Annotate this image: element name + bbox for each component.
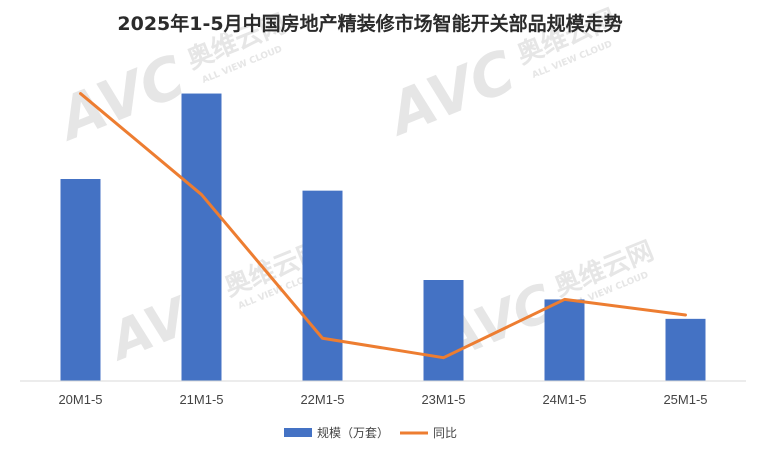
x-tick-label: 20M1-5 xyxy=(58,392,102,407)
bar-24M1-5 xyxy=(544,299,585,381)
bar-23M1-5 xyxy=(423,280,464,381)
bar-22M1-5 xyxy=(302,190,343,381)
legend-label-line: 同比 xyxy=(433,426,457,440)
line-series-path xyxy=(79,92,687,360)
x-tick-label: 24M1-5 xyxy=(542,392,586,407)
bar-series xyxy=(60,93,706,382)
line-series xyxy=(79,92,687,360)
bar-20M1-5 xyxy=(60,179,101,381)
x-tick-label: 22M1-5 xyxy=(300,392,344,407)
watermark-logo-text: AVC xyxy=(376,37,524,150)
x-tick-label: 21M1-5 xyxy=(179,392,223,407)
x-tick-label: 23M1-5 xyxy=(421,392,465,407)
bar-21M1-5 xyxy=(181,93,222,382)
legend-swatch-bar xyxy=(284,428,312,437)
chart-title: 2025年1-5月中国房地产精装修市场智能开关部品规模走势 xyxy=(117,12,622,35)
bar-25M1-5 xyxy=(665,318,706,381)
watermark-logo-text: AVC xyxy=(46,42,194,155)
x-axis-tick-labels: 20M1-5 21M1-5 22M1-5 23M1-5 24M1-5 25M1-5 xyxy=(58,392,707,407)
legend: 规模（万套） 同比 xyxy=(284,425,457,440)
x-tick-label: 25M1-5 xyxy=(663,392,707,407)
legend-label-bar: 规模（万套） xyxy=(317,425,389,440)
